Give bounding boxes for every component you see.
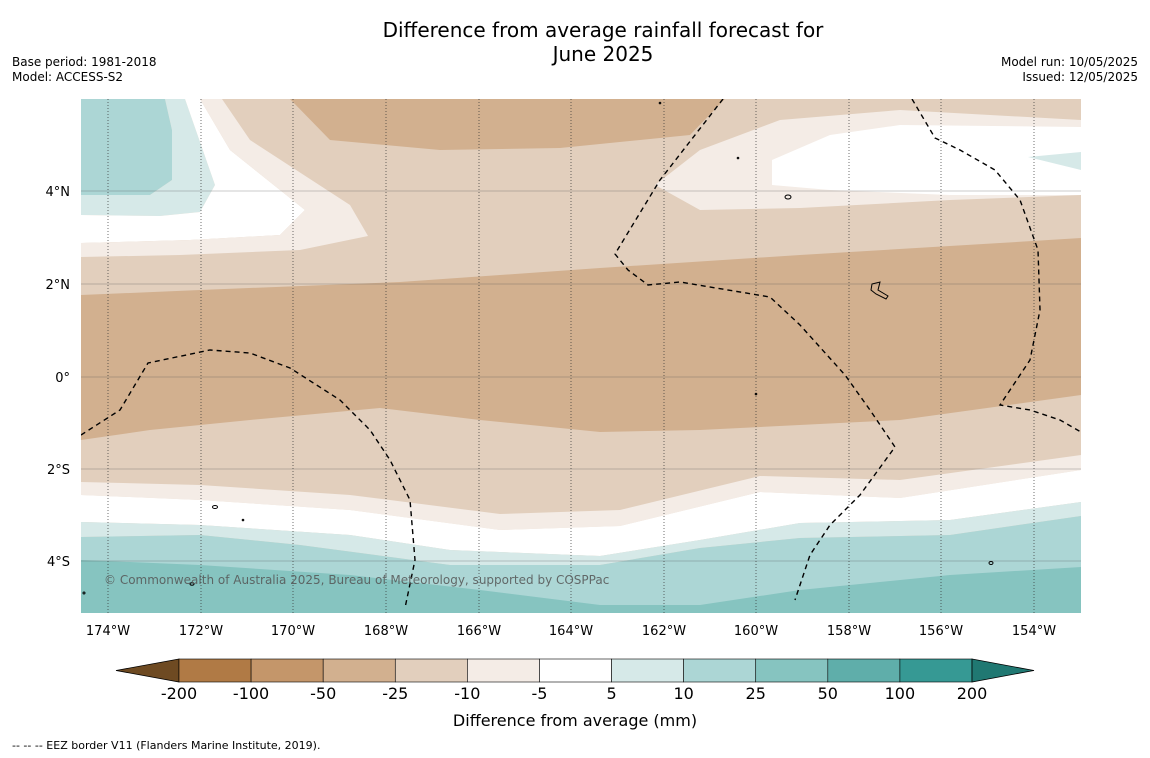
colorbar-tick-label: 50 xyxy=(818,684,838,703)
lon-label-160w: 160°W xyxy=(734,624,778,639)
band-deep-teal-south xyxy=(81,560,1081,613)
map-title: Difference from average rainfall forecas… xyxy=(0,18,1150,66)
band-teal-nw xyxy=(81,99,172,195)
title-line-1: Difference from average rainfall forecas… xyxy=(382,18,824,42)
colorbar-segment xyxy=(755,658,829,683)
colorbar-arrow-low xyxy=(115,658,180,683)
band-pale-teal-nw xyxy=(81,99,215,216)
colorbar-label: Difference from average (mm) xyxy=(453,711,697,730)
band-white-nw xyxy=(81,99,305,243)
title-line-2: June 2025 xyxy=(552,42,654,66)
colorbar-tick-label: -100 xyxy=(233,684,269,703)
lon-label-174w: 174°W xyxy=(86,624,130,639)
lon-label-158w: 158°W xyxy=(827,624,871,639)
colorbar-arrow-high xyxy=(971,658,1035,683)
lon-label-170w: 170°W xyxy=(271,624,315,639)
colorbar-segment xyxy=(827,658,901,683)
eez-borders xyxy=(81,99,1081,609)
colorbar-tick-label: -5 xyxy=(531,684,547,703)
colorbar-tick-label: 200 xyxy=(957,684,988,703)
colorbar-segment xyxy=(322,658,396,683)
band-offwhite-nw xyxy=(81,99,368,257)
islands xyxy=(82,101,994,595)
colorbar-tick-label: -10 xyxy=(454,684,480,703)
footer-legend: -- -- -- EEZ border V11 (Flanders Marine… xyxy=(12,739,321,752)
lat-label-2s: 2°S xyxy=(47,463,70,478)
colorbar-segment xyxy=(899,658,973,683)
meta-right: Model run: 10/05/2025 Issued: 12/05/2025 xyxy=(1001,55,1138,85)
lat-label-4n: 4°N xyxy=(46,185,71,200)
model-run-text: Model run: 10/05/2025 xyxy=(1000,55,1138,69)
band-pale-teal-south xyxy=(81,502,1081,565)
map-field xyxy=(81,99,1081,613)
band-tan-central xyxy=(81,238,1081,440)
colorbar-segment xyxy=(683,658,757,683)
colorbar-segment xyxy=(539,658,612,683)
colorbar-segment xyxy=(178,658,252,683)
lat-label-0: 0° xyxy=(55,371,70,386)
issued-text: Issued: 12/05/2025 xyxy=(1022,70,1138,84)
lat-label-2n: 2°N xyxy=(46,278,71,293)
lat-label-4s: 4°S xyxy=(47,555,70,570)
lon-label-166w: 166°W xyxy=(457,624,501,639)
lon-label-172w: 172°W xyxy=(179,624,223,639)
colorbar-tick-label: -25 xyxy=(382,684,408,703)
colorbar-tick-label: 5 xyxy=(606,684,616,703)
base-period-text: Base period: 1981-2018 xyxy=(12,55,157,69)
colorbar-tick-label: 25 xyxy=(746,684,766,703)
longitude-labels: 174°W 172°W 170°W 168°W 166°W 164°W 162°… xyxy=(86,624,1056,639)
colorbar-segment xyxy=(467,658,540,683)
colorbar-segment xyxy=(611,658,684,683)
band-white-south xyxy=(81,470,1081,556)
lon-label-164w: 164°W xyxy=(549,624,593,639)
colorbar-segment xyxy=(394,658,468,683)
band-offwhite-south xyxy=(81,455,1081,530)
lon-label-162w: 162°W xyxy=(642,624,686,639)
copyright-text: © Commonwealth of Australia 2025, Bureau… xyxy=(104,573,609,587)
colorbar-tick-label: -200 xyxy=(161,684,197,703)
colorbar-segment xyxy=(250,658,324,683)
meta-left: Base period: 1981-2018 Model: ACCESS-S2 xyxy=(12,55,157,85)
band-tan-north xyxy=(290,99,725,150)
lon-label-156w: 156°W xyxy=(919,624,963,639)
colorbar-tick-label: 100 xyxy=(885,684,916,703)
lon-label-168w: 168°W xyxy=(364,624,408,639)
colorbar: -200 -100 -50 -25 -10 -5 5 10 25 50 100 200 xyxy=(115,658,1035,703)
colorbar-tick-label: -50 xyxy=(310,684,336,703)
model-text: Model: ACCESS-S2 xyxy=(12,70,124,84)
lat-gridlines xyxy=(81,190,1081,562)
latitude-labels: 4°N 2°N 0° 2°S 4°S xyxy=(46,185,71,570)
colorbar-tick-label: 10 xyxy=(673,684,693,703)
band-pale-teal-ne xyxy=(1028,152,1081,170)
lon-label-154w: 154°W xyxy=(1012,624,1056,639)
